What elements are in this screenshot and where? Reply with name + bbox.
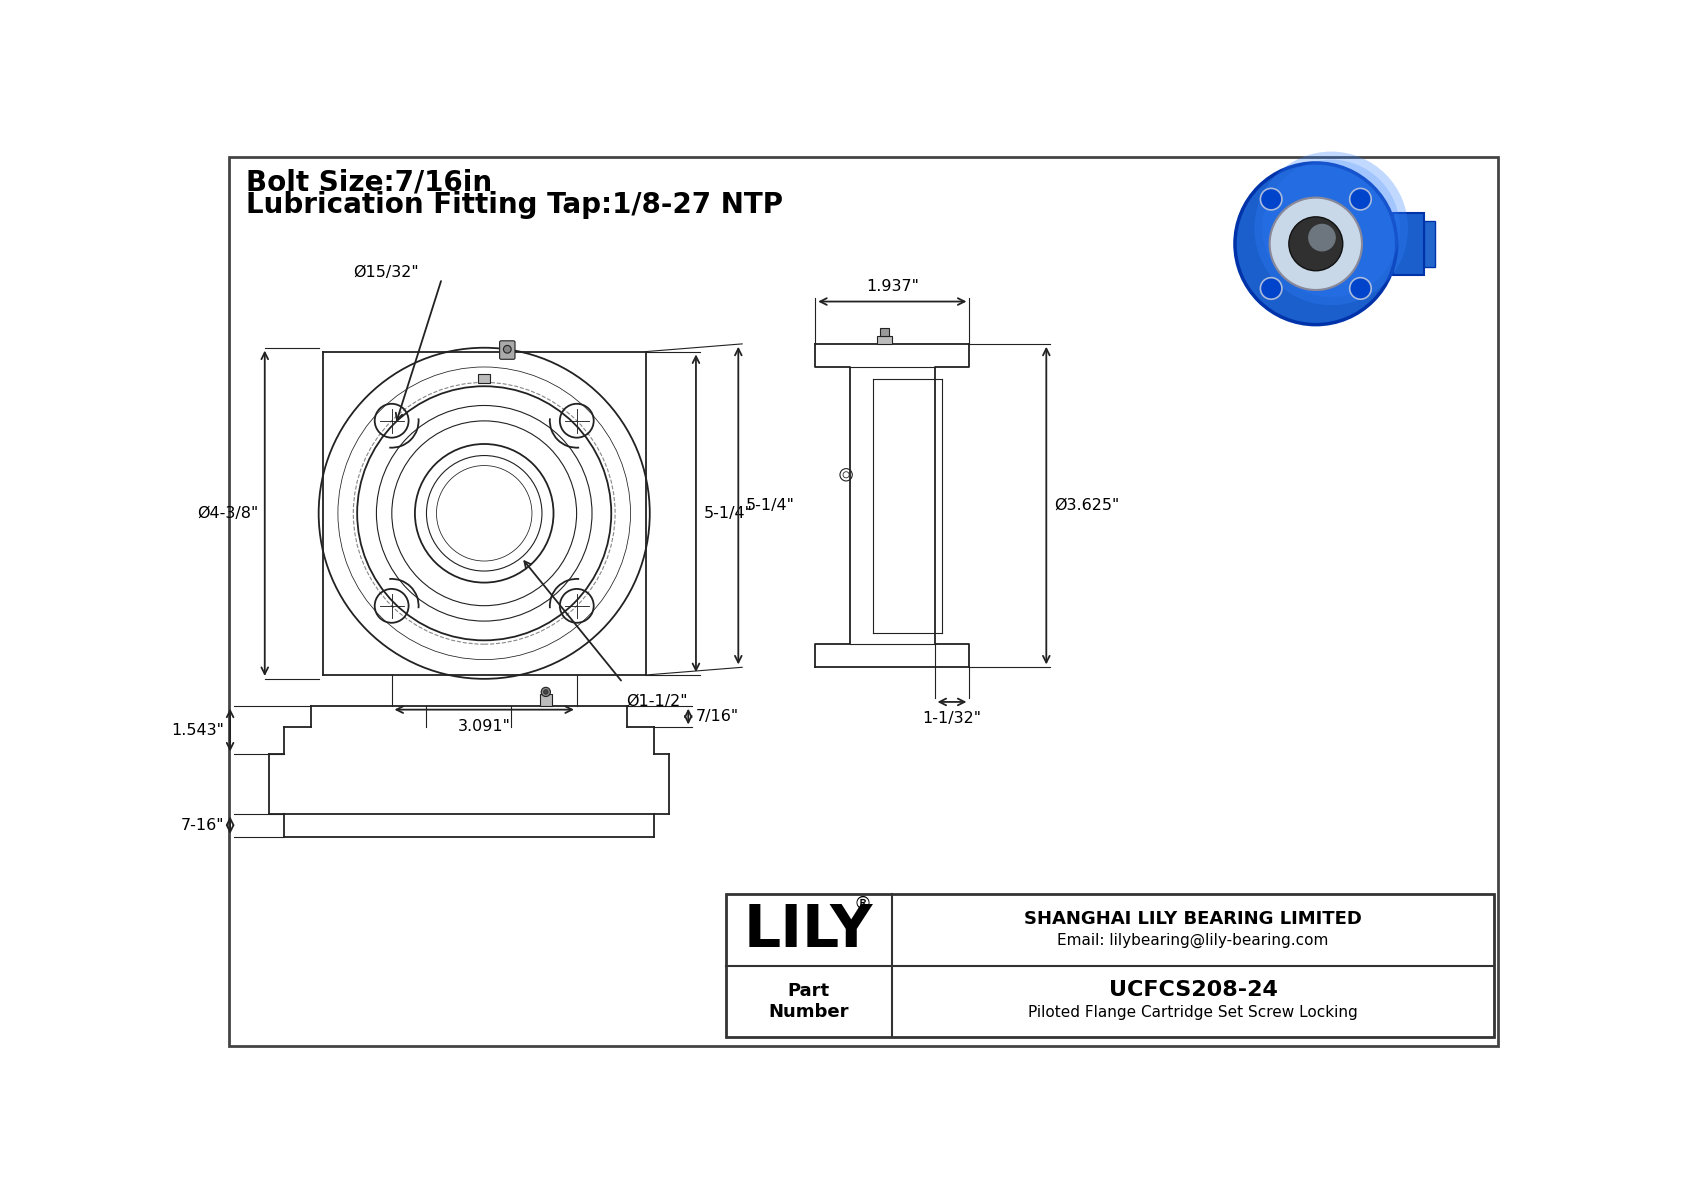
Bar [726,894,1494,1037]
Text: Ø3.625": Ø3.625" [1054,498,1120,513]
Text: Email: lilybearing@lily-bearing.com: Email: lilybearing@lily-bearing.com [1058,934,1329,948]
Circle shape [1260,278,1282,299]
Circle shape [1349,188,1371,210]
Circle shape [544,690,547,694]
Bar [478,374,490,384]
Text: UCFCS208-24: UCFCS208-24 [1108,980,1278,1000]
Circle shape [1263,160,1399,297]
Bar [881,329,889,336]
Circle shape [1260,188,1282,210]
Text: 3.091": 3.091" [458,719,510,734]
Bar [1423,220,1435,267]
Text: ®: ® [854,896,872,913]
Circle shape [1349,278,1371,299]
Text: Bolt Size:7/16in: Bolt Size:7/16in [246,168,492,197]
Circle shape [1270,198,1362,289]
Circle shape [1288,217,1342,270]
Text: Part
Number: Part Number [768,981,849,1021]
Text: 1.937": 1.937" [866,279,919,294]
Text: SHANGHAI LILY BEARING LIMITED: SHANGHAI LILY BEARING LIMITED [1024,910,1362,928]
Bar [539,694,552,706]
Circle shape [1308,224,1335,251]
Circle shape [504,345,512,353]
Circle shape [541,687,551,697]
Text: Lubrication Fitting Tap:1/8-27 NTP: Lubrication Fitting Tap:1/8-27 NTP [246,192,783,219]
Text: 7/16": 7/16" [695,709,739,724]
Circle shape [1234,163,1396,325]
Text: Ø1-1/2": Ø1-1/2" [626,694,689,709]
Text: 7-16": 7-16" [180,818,224,833]
Text: 1-1/32": 1-1/32" [923,711,982,727]
Text: Ø15/32": Ø15/32" [354,264,419,280]
Bar [1393,213,1423,275]
Text: 5-1/4": 5-1/4" [704,506,753,520]
Text: LILY: LILY [744,902,872,959]
Text: 1.543": 1.543" [172,723,224,737]
Text: 5-1/4": 5-1/4" [746,498,795,513]
Text: Ø4-3/8": Ø4-3/8" [197,506,259,520]
Text: Piloted Flange Cartridge Set Screw Locking: Piloted Flange Cartridge Set Screw Locki… [1029,1004,1357,1019]
Bar [877,336,893,344]
Circle shape [1255,151,1408,305]
FancyBboxPatch shape [500,341,515,360]
